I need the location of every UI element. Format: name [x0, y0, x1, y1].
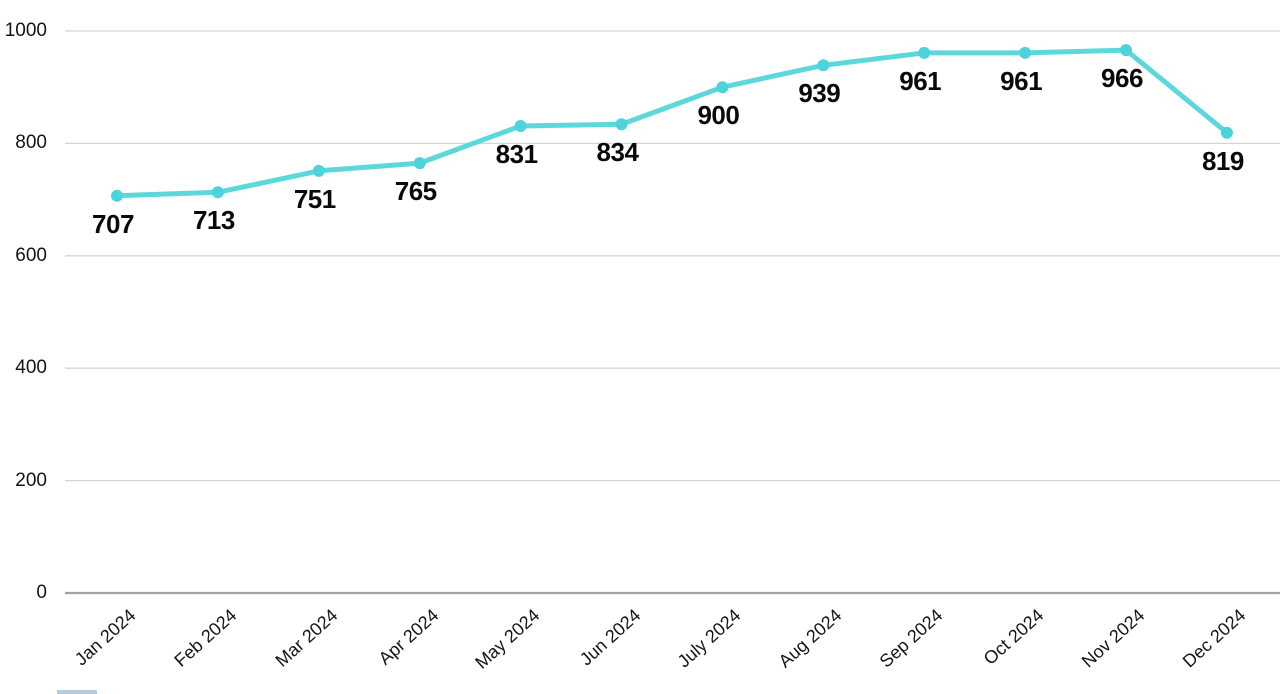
data-label: 834	[596, 137, 639, 168]
data-label: 819	[1201, 145, 1244, 176]
series-line	[114, 47, 1230, 199]
data-label: 751	[293, 183, 336, 214]
partial-scrollbar-artifact	[57, 690, 97, 694]
y-tick-label: 200	[15, 469, 47, 491]
data-point-marker	[1220, 126, 1233, 139]
y-tick-label: 0	[36, 582, 47, 604]
y-tick-label: 800	[15, 132, 47, 154]
data-label: 966	[1101, 63, 1143, 94]
data-label: 961	[1000, 65, 1043, 96]
data-label: 961	[899, 65, 942, 96]
data-label: 900	[697, 100, 740, 131]
data-label: 713	[192, 205, 235, 236]
y-tick-label: 1000	[4, 20, 47, 42]
data-label: 939	[798, 78, 841, 109]
data-point-marker	[615, 118, 628, 131]
y-tick-label: 600	[15, 244, 47, 266]
data-point-marker	[413, 157, 426, 170]
data-point-marker	[817, 59, 830, 72]
data-point-marker	[918, 46, 931, 59]
data-label: 831	[495, 138, 538, 169]
data-label: 707	[92, 208, 134, 239]
data-point-marker	[211, 186, 224, 199]
data-label: 765	[394, 176, 437, 207]
data-point-marker	[111, 189, 123, 202]
data-point-marker	[1019, 46, 1032, 59]
data-point-marker	[514, 120, 527, 132]
data-point-marker	[312, 164, 325, 177]
data-point-marker	[716, 81, 729, 94]
y-tick-label: 400	[15, 357, 47, 379]
data-point-marker	[1120, 44, 1132, 57]
